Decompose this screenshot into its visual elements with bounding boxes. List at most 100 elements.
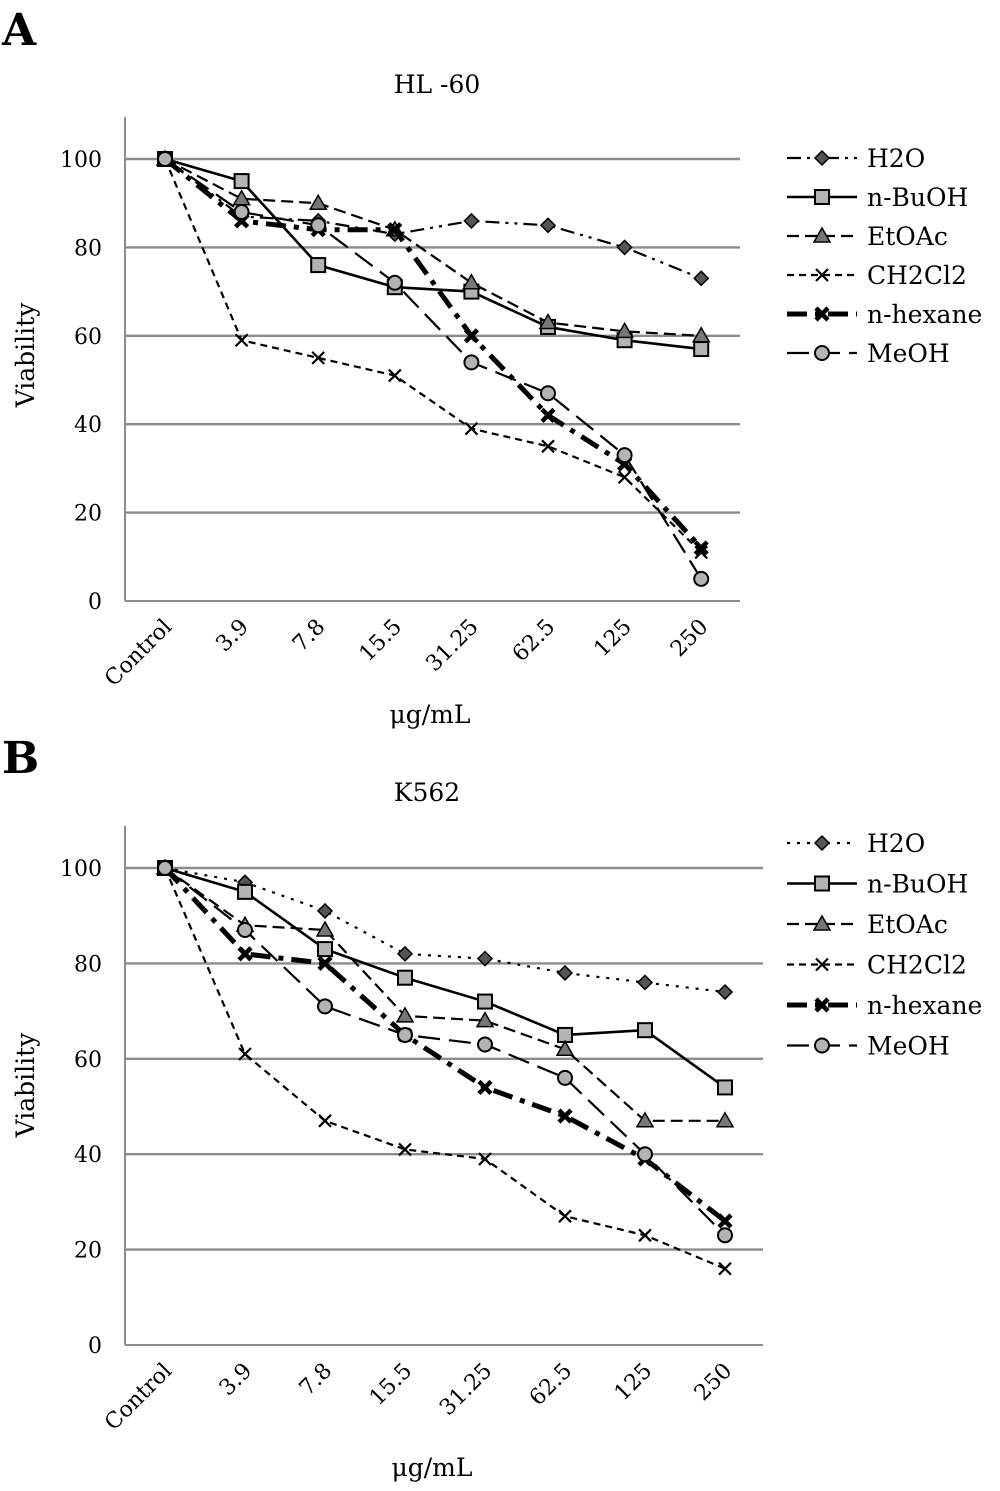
x-tick-label-a: 250 bbox=[666, 615, 713, 662]
data-point-a-n-hexane bbox=[387, 222, 403, 238]
y-tick-label-a: 0 bbox=[88, 590, 102, 615]
data-point-b-EtOAc bbox=[635, 1111, 655, 1128]
legend-item-b-CH2Cl2: CH2Cl2 bbox=[787, 951, 967, 980]
data-point-b-MeOH bbox=[157, 860, 173, 876]
legend-item-b-n-BuOH: n-BuOH bbox=[787, 870, 968, 899]
data-point-a-n-hexane bbox=[540, 407, 556, 423]
x-tick-label-a: 31.25 bbox=[421, 615, 483, 677]
chart-title-b: K562 bbox=[394, 778, 460, 807]
x-tick-label-a: 62.5 bbox=[508, 615, 560, 667]
legend-marker-b bbox=[814, 997, 830, 1013]
data-point-b-n-BuOH bbox=[717, 1079, 733, 1096]
data-point-a-n-hexane bbox=[693, 540, 709, 556]
data-point-b-MeOH bbox=[317, 998, 333, 1015]
panel-letter-a: A bbox=[1, 5, 37, 56]
series-a-MeOH bbox=[157, 151, 710, 587]
data-point-b-n-hexane bbox=[237, 946, 253, 962]
series-line-b-n-hexane bbox=[163, 866, 727, 1223]
data-point-a-H2O bbox=[616, 239, 633, 256]
legend-item-a-EtOAc: EtOAc bbox=[787, 222, 948, 251]
data-point-b-n-hexane bbox=[557, 1108, 573, 1124]
data-point-b-CH2Cl2 bbox=[718, 1261, 732, 1276]
legend-marker-b bbox=[814, 1037, 830, 1054]
data-point-a-H2O bbox=[693, 270, 710, 287]
data-point-a-CH2Cl2 bbox=[617, 470, 632, 485]
y-tick-label-b: 0 bbox=[88, 1334, 102, 1359]
x-tick-label-a: 15.5 bbox=[355, 615, 407, 667]
legend-label-a: MeOH bbox=[867, 339, 950, 368]
legend-b: H2O n-BuOH EtOAc CH2Cl2 n-hexane MeOH bbox=[787, 829, 982, 1061]
series-b-n-BuOH bbox=[157, 860, 733, 1096]
legend-marker-a bbox=[814, 306, 830, 322]
data-point-a-EtOAc bbox=[308, 193, 328, 210]
y-tick-label-b: 100 bbox=[60, 857, 102, 882]
data-point-b-EtOAc bbox=[715, 1111, 735, 1128]
data-point-b-n-hexane bbox=[477, 1079, 493, 1096]
data-point-b-n-BuOH bbox=[397, 969, 413, 986]
legend-label-a: CH2Cl2 bbox=[867, 261, 967, 290]
y-tick-label-a: 100 bbox=[60, 148, 102, 173]
plot-area-a: 0 20 40 60 80 100 Control 3.9 7.8 15.5 31.25 62.5 12… bbox=[60, 117, 740, 692]
legend-label-a: n-BuOH bbox=[867, 183, 968, 212]
data-point-a-MeOH bbox=[693, 570, 710, 587]
y-tick-label-b: 60 bbox=[74, 1048, 102, 1073]
panel-letter-b: B bbox=[2, 733, 39, 784]
data-point-b-n-hexane bbox=[317, 955, 333, 971]
legend-marker-b bbox=[813, 834, 831, 852]
data-point-b-H2O bbox=[716, 983, 734, 1001]
y-tick-label-b: 40 bbox=[74, 1143, 102, 1168]
data-point-a-MeOH bbox=[463, 354, 480, 371]
data-point-a-CH2Cl2 bbox=[464, 421, 479, 436]
data-point-a-CH2Cl2 bbox=[388, 368, 402, 383]
legend-item-a-MeOH: MeOH bbox=[787, 339, 950, 368]
data-point-b-EtOAc bbox=[555, 1039, 575, 1057]
data-point-b-MeOH bbox=[637, 1146, 653, 1163]
data-point-a-n-BuOH bbox=[693, 341, 710, 358]
y-tick-label-a: 20 bbox=[74, 502, 102, 527]
data-point-b-H2O bbox=[396, 945, 414, 962]
data-point-b-MeOH bbox=[477, 1036, 493, 1053]
series-line-a-n-BuOH bbox=[164, 157, 702, 351]
data-point-b-EtOAc bbox=[475, 1011, 495, 1028]
series-line-b-EtOAc bbox=[164, 867, 725, 1122]
data-point-b-MeOH bbox=[717, 1227, 733, 1244]
x-tick-label-b: Control bbox=[100, 1359, 177, 1436]
legend-item-a-H2O: H2O bbox=[787, 144, 925, 173]
legend-marker-b bbox=[815, 957, 829, 972]
legend-label-b: H2O bbox=[867, 829, 925, 858]
x-tick-label-b: 15.5 bbox=[365, 1359, 417, 1411]
legend-item-b-n-hexane: n-hexane bbox=[787, 991, 982, 1020]
data-point-a-MeOH bbox=[157, 151, 173, 167]
data-point-a-CH2Cl2 bbox=[694, 545, 708, 560]
data-point-b-n-BuOH bbox=[477, 993, 493, 1010]
legend-label-b: EtOAc bbox=[867, 910, 948, 939]
legend-label-b: n-BuOH bbox=[867, 870, 968, 899]
legend-a: H2O n-BuOH EtOAc CH2Cl2 n-hexane MeOH bbox=[787, 144, 982, 368]
data-point-a-n-BuOH bbox=[310, 257, 327, 274]
data-point-a-MeOH bbox=[616, 447, 633, 464]
data-point-a-EtOAc bbox=[691, 326, 711, 343]
series-line-a-EtOAc bbox=[164, 158, 702, 337]
legend-label-a: n-hexane bbox=[867, 300, 982, 329]
x-tick-label-b: 250 bbox=[690, 1359, 737, 1406]
data-point-b-MeOH bbox=[557, 1069, 573, 1086]
data-point-a-MeOH bbox=[310, 217, 327, 234]
data-point-b-MeOH bbox=[237, 922, 253, 939]
legend-item-a-CH2Cl2: CH2Cl2 bbox=[787, 261, 967, 290]
data-point-a-MeOH bbox=[540, 385, 556, 402]
legend-marker-a bbox=[812, 226, 832, 243]
data-point-a-H2O bbox=[463, 212, 480, 229]
data-point-b-H2O bbox=[636, 974, 654, 991]
data-point-a-EtOAc bbox=[232, 189, 251, 206]
x-tick-label-a: 7.8 bbox=[288, 615, 330, 657]
data-point-b-n-BuOH bbox=[237, 883, 253, 900]
data-point-a-EtOAc bbox=[462, 273, 481, 290]
data-point-b-CH2Cl2 bbox=[558, 1209, 572, 1223]
series-b-EtOAc bbox=[155, 858, 735, 1128]
legend-marker-b bbox=[814, 875, 830, 892]
data-point-b-MeOH bbox=[397, 1026, 413, 1043]
y-axis-label-b: Viability bbox=[11, 1032, 40, 1139]
series-b-MeOH bbox=[157, 860, 733, 1244]
series-line-a-CH2Cl2 bbox=[163, 158, 702, 554]
